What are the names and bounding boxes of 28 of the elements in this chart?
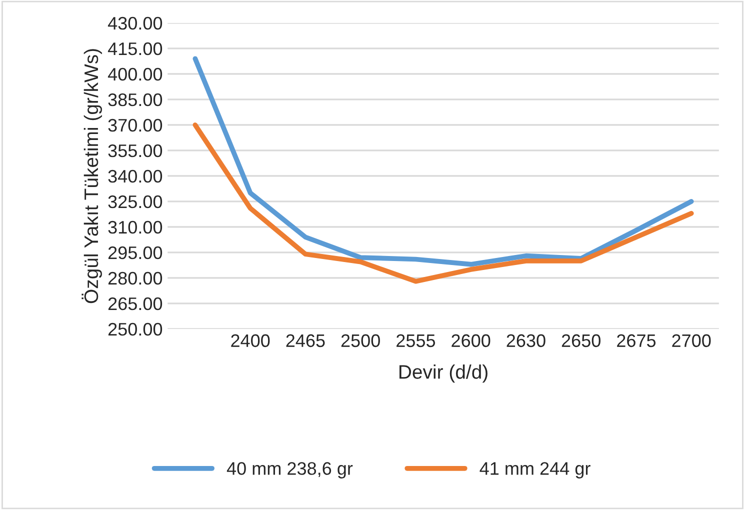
x-tick-label: 2600 <box>452 334 490 348</box>
x-tick-label: 2465 <box>286 334 325 348</box>
y-tick-label: 310.00 <box>108 220 162 234</box>
y-tick-label: 265.00 <box>108 297 162 310</box>
y-axis-title: Özgül Yakıt Tüketimi (gr/kWs) <box>82 49 102 304</box>
x-tick-label: 2630 <box>506 334 546 348</box>
y-tick-label: 325.00 <box>108 195 162 208</box>
y-tick-label: 430.00 <box>108 16 162 30</box>
legend-label: 40 mm 238,6 gr <box>226 462 353 478</box>
x-tick-label: 2500 <box>341 334 380 348</box>
legend-label: 41 mm 244 gr <box>480 462 590 478</box>
y-tick-label: 355.00 <box>108 144 162 158</box>
x-tick-label: 2700 <box>672 334 711 348</box>
x-tick-label: 2675 <box>617 334 656 348</box>
y-tick-label: 280.00 <box>108 272 162 285</box>
line-series <box>192 56 694 267</box>
x-tick-label: 2400 <box>231 334 270 348</box>
y-tick-label: 295.00 <box>108 246 162 260</box>
x-tick-label: 2555 <box>396 334 436 348</box>
y-tick-label: 250.00 <box>108 322 162 336</box>
y-tick-label: 415.00 <box>108 42 162 56</box>
x-axis-title: Devir (d/d) <box>399 364 488 383</box>
x-tick-label: 2650 <box>562 334 600 348</box>
y-tick-label: 400.00 <box>108 68 162 81</box>
y-tick-label: 370.00 <box>108 118 162 132</box>
y-tick-label: 340.00 <box>108 170 162 183</box>
line-series <box>192 122 694 284</box>
y-tick-label: 385.00 <box>108 93 162 106</box>
